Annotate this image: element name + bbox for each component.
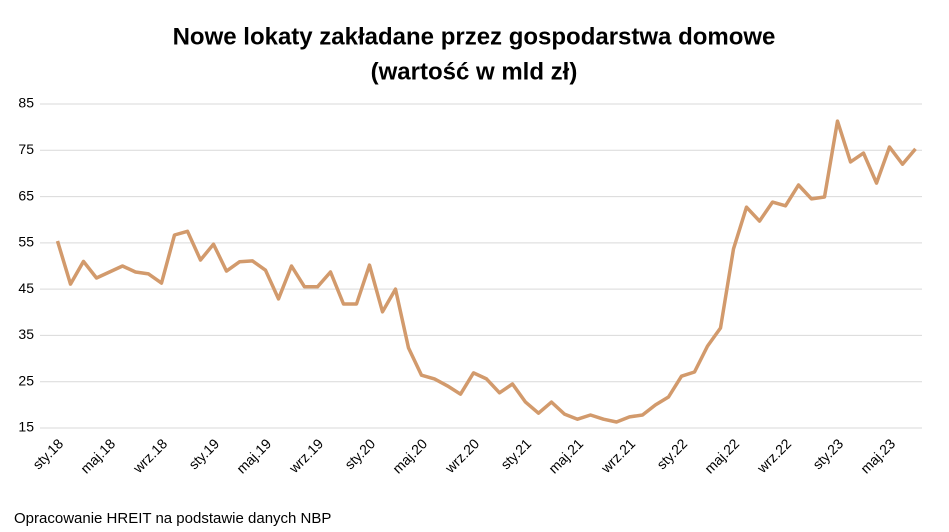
x-tick-label: maj.22 [701, 435, 742, 476]
y-tick-label: 65 [18, 187, 34, 203]
source-note: Opracowanie HREIT na podstawie danych NB… [14, 510, 331, 527]
x-tick-label: maj.19 [233, 435, 274, 476]
x-tick-label: wrz.19 [285, 435, 326, 476]
x-tick-label: wrz.20 [441, 435, 482, 476]
chart-title: Nowe lokaty zakładane przez gospodarstwa… [173, 23, 776, 50]
x-tick-label: wrz.22 [753, 435, 794, 476]
x-tick-label: sty.20 [341, 435, 378, 472]
y-tick-label: 15 [18, 419, 34, 435]
data-line [55, 119, 917, 424]
y-tick-label: 35 [18, 326, 34, 342]
x-tick-label: sty.22 [653, 435, 690, 472]
y-tick-label: 45 [18, 280, 34, 296]
y-tick-label: 25 [18, 372, 34, 388]
y-tick-label: 55 [18, 234, 34, 250]
x-tick-label: maj.20 [389, 435, 430, 476]
x-tick-label: sty.18 [29, 435, 66, 472]
y-tick-label: 85 [18, 95, 34, 111]
x-tick-label: wrz.21 [597, 435, 638, 476]
y-tick-label: 75 [18, 141, 34, 157]
x-tick-label: sty.19 [185, 435, 222, 472]
x-tick-label: sty.21 [497, 435, 534, 472]
x-tick-label: maj.21 [545, 435, 586, 476]
x-tick-label: maj.18 [77, 435, 118, 476]
chart-subtitle: (wartość w mld zł) [371, 58, 578, 85]
x-tick-label: wrz.18 [129, 435, 170, 476]
x-tick-label: sty.23 [809, 435, 846, 472]
x-tick-label: maj.23 [857, 435, 898, 476]
